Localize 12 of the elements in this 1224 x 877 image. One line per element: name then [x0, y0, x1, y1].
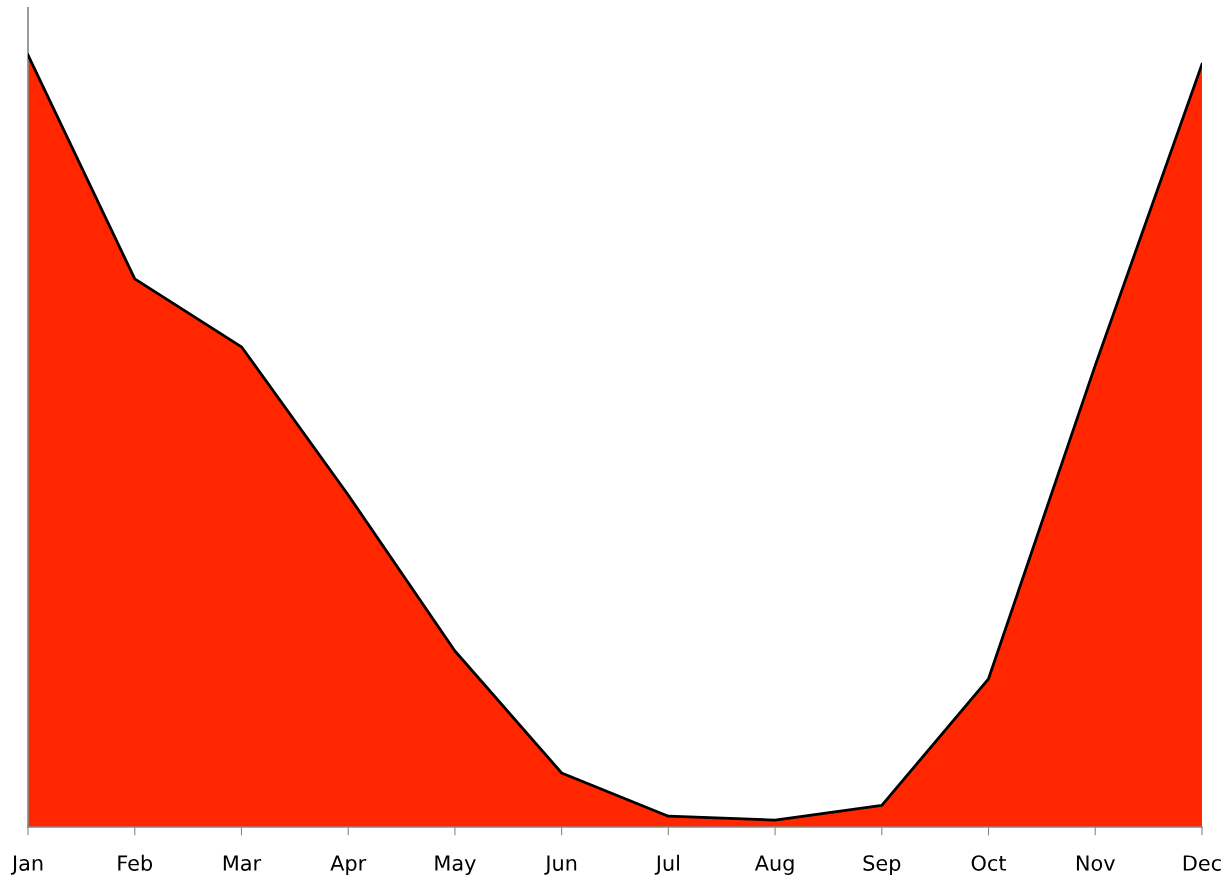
- x-tick-label: Jul: [654, 854, 679, 875]
- x-tick-label: Jan: [10, 855, 43, 875]
- x-tick-label: Dec: [1183, 855, 1221, 871]
- x-tick-label: Oct: [971, 855, 1007, 871]
- x-tick-label: Feb: [118, 854, 153, 871]
- x-tick-label: Apr: [330, 855, 367, 875]
- x-tick-label: Mar: [223, 855, 262, 871]
- x-tick-label: Sep: [863, 855, 901, 875]
- x-tick-label: May: [435, 855, 476, 875]
- x-tick-label: Nov: [1076, 855, 1115, 871]
- x-tick-label: Aug: [754, 855, 794, 875]
- x-tick-label: Jun: [544, 855, 577, 875]
